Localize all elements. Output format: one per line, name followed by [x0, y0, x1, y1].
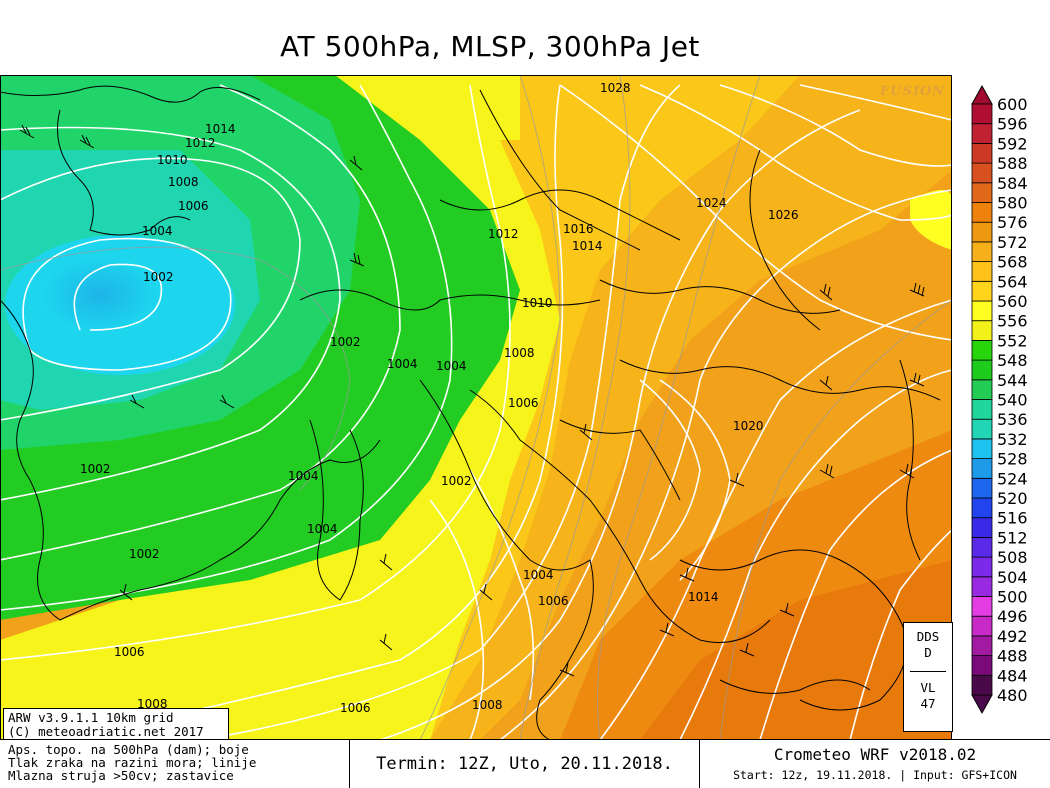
isobar-label: 1016 [563, 222, 594, 236]
map-title: AT 500hPa, MLSP, 300hPa Jet [280, 30, 700, 63]
isobar-label: 1012 [488, 227, 519, 241]
isobar-label: 1004 [307, 522, 338, 536]
isobar-label: 1004 [523, 568, 554, 582]
isobar-labels: 1028 1014 1012 1010 1008 1006 1004 1002 … [80, 81, 799, 715]
isobar-label: 1002 [129, 547, 160, 561]
orange-darkest-area [640, 560, 952, 740]
coastlines [0, 85, 941, 741]
isobar-label: 1006 [340, 701, 371, 715]
isobar-label: 1014 [572, 239, 603, 253]
crometeo-title: Crometeo WRF v2018.02 [773, 745, 977, 764]
isobar-label: 1028 [600, 81, 631, 95]
info-line-3: Mlazna struja >50cv; zastavice [8, 768, 234, 783]
dds-divider [910, 671, 946, 672]
isobar-label: 1004 [436, 359, 467, 373]
isobar-label: 1012 [185, 136, 216, 150]
isobar-label: 1024 [696, 196, 727, 210]
vl-value: 47 [920, 696, 936, 711]
isobar-label: 1008 [168, 175, 199, 189]
info-line-2: Tlak zraka na razini mora; linije [8, 755, 257, 770]
isobar-lines [0, 84, 953, 741]
isobar-label: 1010 [157, 153, 188, 167]
isobar-label: 1008 [137, 697, 168, 711]
vl-label: VL [920, 680, 936, 695]
isobar-label: 1006 [178, 199, 209, 213]
model-info-box: ARW v3.9.1.1 10km grid (C) meteoadriatic… [3, 708, 229, 740]
crometeo-box: Crometeo WRF v2018.02 Start: 12z, 19.11.… [700, 740, 1050, 788]
isobar-label: 1004 [142, 224, 173, 238]
isobar-label: 1002 [143, 270, 174, 284]
isobar-label: 1002 [330, 335, 361, 349]
yellow-east-spot [910, 190, 952, 250]
dds-label: DDS [916, 629, 940, 644]
yellow-north-bulge [400, 75, 520, 140]
isobar-label: 1014 [688, 590, 719, 604]
isobar-label: 1008 [472, 698, 503, 712]
low-pressure-core [40, 255, 160, 335]
dds-box: DDS D VL 47 [903, 622, 953, 732]
isobar-label: 1014 [205, 122, 236, 136]
isobar-label: 1010 [522, 296, 553, 310]
yellow-area [0, 75, 560, 740]
isobar-label: 1020 [733, 419, 764, 433]
info-line-1: Aps. topo. na 500hPa (dam); boje [8, 742, 249, 757]
isobar-label: 1006 [508, 396, 539, 410]
legend-info-box: Aps. topo. na 500hPa (dam); boje Tlak zr… [0, 740, 350, 788]
isobar-label: 1004 [288, 469, 319, 483]
isobar-label: 1002 [441, 474, 472, 488]
footer-divider [0, 739, 1050, 740]
isobar-label: 1006 [538, 594, 569, 608]
isobar-label: 1004 [387, 357, 418, 371]
isobar-label: 1008 [504, 346, 535, 360]
term-text: Termin: 12Z, Uto, 20.11.2018. [376, 754, 673, 774]
isobar-label: 1006 [114, 645, 145, 659]
fusion-watermark: FUSION [880, 84, 946, 99]
crometeo-start: Start: 12z, 19.11.2018. | Input: GFS+ICO… [733, 768, 1017, 782]
wind-barbs [19, 124, 925, 677]
forecast-term: Termin: 12Z, Uto, 20.11.2018. [350, 740, 700, 788]
isobar-label: 1026 [768, 208, 799, 222]
model-version: ARW v3.9.1.1 10km grid [8, 710, 174, 725]
height-contours [0, 74, 953, 741]
dds-value: D [924, 645, 932, 660]
orange-lighter-area [400, 75, 800, 740]
isobar-label: 1002 [80, 462, 111, 476]
copyright: (C) meteoadriatic.net 2017 [8, 724, 204, 739]
